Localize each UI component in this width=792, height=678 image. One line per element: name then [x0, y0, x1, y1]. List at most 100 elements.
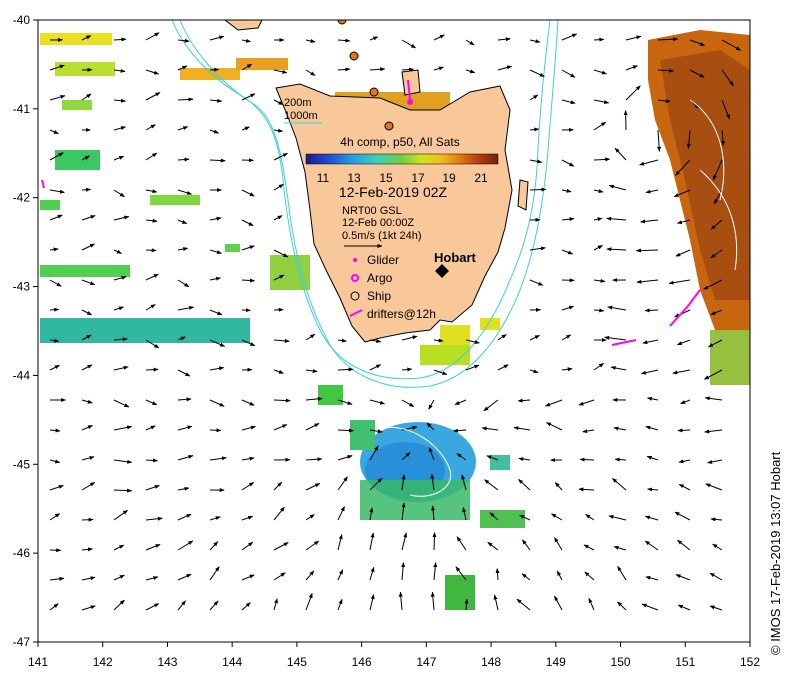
current-vector — [593, 69, 607, 75]
current-vector — [81, 35, 92, 41]
current-vector — [209, 566, 220, 581]
x-tick-label: 148 — [481, 655, 501, 669]
current-vector — [177, 279, 190, 288]
current-vector — [707, 339, 723, 348]
current-vector — [674, 511, 691, 521]
current-vector — [273, 338, 290, 343]
current-vector — [49, 603, 59, 611]
glider-symbol — [353, 258, 357, 262]
current-vector — [677, 539, 691, 551]
current-vector — [521, 573, 531, 581]
current-vector — [529, 334, 540, 341]
current-vector — [712, 159, 723, 181]
current-vector — [686, 129, 691, 149]
current-vector — [645, 425, 659, 431]
drifter-track[interactable] — [611, 339, 637, 346]
current-vector — [145, 189, 158, 194]
current-vector — [241, 219, 254, 227]
current-vector — [145, 69, 160, 75]
colorbar-tick: 19 — [442, 171, 456, 185]
current-vector — [113, 337, 128, 342]
current-vector — [646, 455, 659, 461]
observation-legend: Glider Argo Ship drifters@12h — [349, 253, 436, 321]
ship-markers — [337, 16, 394, 131]
current-vector — [554, 537, 563, 551]
current-vector — [657, 129, 662, 152]
current-vector — [209, 35, 225, 41]
x-tick-label: 149 — [546, 655, 566, 669]
current-vector — [81, 399, 93, 404]
current-vector — [209, 158, 226, 163]
current-vector — [305, 570, 315, 581]
current-vector — [561, 249, 574, 255]
current-vector — [464, 598, 469, 611]
current-vector — [608, 515, 627, 521]
current-vector — [593, 37, 605, 42]
current-vector — [465, 339, 480, 344]
current-vector — [145, 218, 158, 223]
sst-patch — [40, 200, 60, 210]
current-vector — [49, 129, 59, 135]
current-vector — [593, 362, 605, 371]
argo-symbol — [351, 274, 359, 282]
current-vector — [369, 399, 386, 405]
sst-patch — [55, 150, 100, 170]
current-vector — [484, 479, 499, 491]
current-vector — [707, 459, 723, 464]
current-vector — [49, 189, 65, 194]
ship-marker[interactable] — [337, 16, 347, 25]
current-vector — [145, 152, 158, 161]
current-vector — [497, 334, 507, 341]
colorbar-tick: 17 — [411, 171, 425, 185]
drifter-track[interactable] — [41, 179, 45, 189]
x-tick-label: 142 — [93, 655, 113, 669]
current-vector — [273, 99, 284, 106]
current-vector — [241, 541, 254, 551]
current-vector — [337, 598, 343, 611]
current-vector — [145, 273, 159, 281]
current-vector — [614, 147, 627, 161]
ship-marker[interactable] — [349, 51, 359, 61]
current-vector — [625, 35, 642, 41]
current-vector — [81, 93, 92, 101]
current-vector — [497, 364, 509, 371]
current-vector — [607, 305, 627, 311]
x-tick-label: 151 — [675, 655, 695, 669]
current-vector — [145, 576, 159, 581]
current-vector — [177, 600, 186, 611]
current-vector — [177, 513, 192, 521]
current-vector — [710, 309, 723, 316]
current-time-label: 12-Feb 00:00Z — [342, 217, 414, 229]
glider-position[interactable] — [407, 99, 413, 105]
current-vector — [721, 129, 725, 146]
sst-patch — [40, 265, 130, 277]
current-vector — [677, 428, 691, 433]
ship-marker[interactable] — [384, 121, 394, 131]
current-vector — [561, 367, 573, 372]
current-vector — [721, 99, 730, 120]
current-vector — [113, 215, 130, 221]
current-vector — [145, 399, 158, 406]
current-vector — [81, 481, 96, 491]
current-vector — [529, 39, 541, 44]
current-vector — [398, 591, 403, 611]
current-vector — [273, 128, 284, 133]
current-vector — [209, 428, 222, 433]
current-vector — [145, 124, 156, 131]
x-tick-label: 143 — [157, 655, 177, 669]
current-vector — [517, 398, 531, 403]
current-vector — [273, 424, 288, 431]
current-vector — [113, 155, 125, 161]
ship-marker[interactable] — [369, 87, 379, 97]
current-vector — [113, 459, 133, 464]
x-tick-label: 145 — [287, 655, 307, 669]
current-vector — [145, 32, 160, 41]
drifter-track[interactable] — [669, 289, 701, 327]
current-vector — [209, 541, 219, 551]
current-vector — [561, 305, 575, 311]
current-vector — [546, 422, 563, 431]
current-vector — [713, 189, 723, 205]
current-vector — [678, 483, 691, 491]
current-vector — [561, 188, 572, 193]
current-vector — [432, 532, 437, 551]
